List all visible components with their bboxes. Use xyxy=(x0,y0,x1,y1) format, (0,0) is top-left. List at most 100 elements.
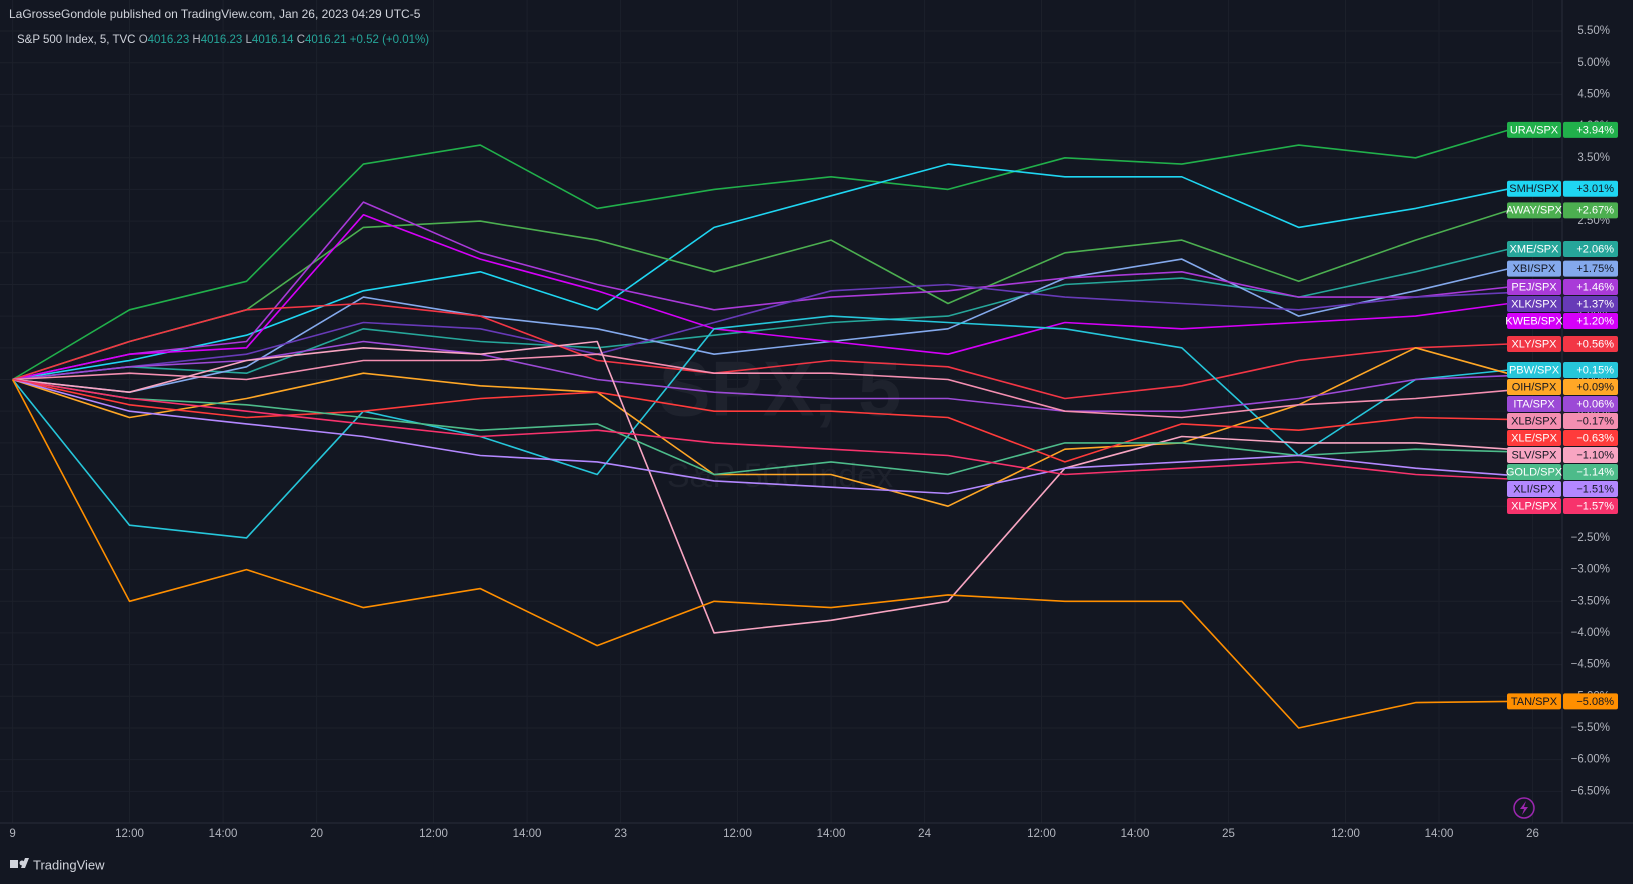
ohlc: O4016.23 H4016.23 L4016.14 C4016.21 xyxy=(139,34,350,46)
label-value-box xyxy=(1563,430,1618,447)
y-tick-label: −5.50% xyxy=(1571,722,1610,734)
symbol-legend: S&P 500 Index, 5, TVC O4016.23 H4016.23 … xyxy=(17,34,429,46)
series-line xyxy=(12,214,1510,381)
label-name: AWAY/SPX xyxy=(1506,205,1562,217)
alert-icon[interactable] xyxy=(1513,797,1535,819)
alert-icon-bolt xyxy=(1520,801,1528,815)
y-tick-label: 3.50% xyxy=(1577,152,1610,164)
symbol: S&P 500 Index, 5, TVC xyxy=(17,34,136,46)
label-value: +1.37% xyxy=(1576,298,1614,310)
series-line xyxy=(12,340,1510,412)
logo-mark xyxy=(21,858,29,868)
x-tick-label: 14:00 xyxy=(513,828,542,840)
series-line xyxy=(11,379,1510,729)
label-value: +0.09% xyxy=(1576,381,1614,393)
label-value-box xyxy=(1563,413,1618,430)
label-name: XLB/SPX xyxy=(1511,415,1558,427)
x-tick-label: 12:00 xyxy=(723,828,752,840)
attribution: LaGrosseGondole published on TradingView… xyxy=(9,7,421,21)
label-name-box xyxy=(1507,430,1561,447)
label-name-box xyxy=(1507,296,1561,313)
series-line xyxy=(12,129,1510,381)
logo-mark xyxy=(10,860,18,868)
ohlc-key: C xyxy=(296,34,306,46)
series-line xyxy=(12,347,1510,507)
label-value: +0.15% xyxy=(1576,364,1614,376)
label-name-box xyxy=(1507,413,1561,430)
ohlc-key: L xyxy=(245,34,252,46)
label-value: −1.51% xyxy=(1576,483,1614,495)
label-value: −1.57% xyxy=(1576,500,1614,512)
y-tick-label: 4.50% xyxy=(1577,88,1610,100)
series-line xyxy=(12,258,1510,393)
label-value-box xyxy=(1563,336,1618,353)
series-line xyxy=(12,340,1510,634)
label-name: PEJ/SPX xyxy=(1511,281,1557,293)
label-value-box xyxy=(1563,693,1618,710)
x-tick-label: 25 xyxy=(1222,828,1235,840)
series-line xyxy=(11,315,1510,539)
label-name: XLK/SPX xyxy=(1511,298,1558,310)
label-value: −1.10% xyxy=(1576,449,1614,461)
y-tick-label: −3.00% xyxy=(1571,564,1610,576)
ohlc-key: H xyxy=(192,34,201,46)
label-name-box xyxy=(1507,202,1561,219)
label-name: XLY/SPX xyxy=(1511,338,1557,350)
label-name: PBW/SPX xyxy=(1509,364,1560,376)
label-value: −1.14% xyxy=(1576,466,1614,478)
series-line xyxy=(12,353,1510,419)
label-value-box xyxy=(1563,260,1618,277)
series-line xyxy=(12,283,1510,381)
y-tick-label: 5.50% xyxy=(1577,25,1610,37)
watermark: SPX, 5 xyxy=(659,345,902,433)
x-tick-label: 12:00 xyxy=(1027,828,1056,840)
label-value: +3.94% xyxy=(1576,124,1614,136)
footer-logo: TradingView xyxy=(10,857,105,872)
x-tick-label: 12:00 xyxy=(419,828,448,840)
x-tick-label: 20 xyxy=(310,828,323,840)
series-line xyxy=(12,378,1510,476)
label-value: +3.01% xyxy=(1576,183,1614,195)
series-line xyxy=(12,302,1510,400)
label-name-box xyxy=(1507,464,1561,481)
label-name: SLV/SPX xyxy=(1511,449,1557,461)
x-tick-label: 26 xyxy=(1526,828,1539,840)
x-tick-label: 14:00 xyxy=(1425,828,1454,840)
x-tick-label: 24 xyxy=(918,828,931,840)
label-value-box xyxy=(1563,279,1618,296)
label-name-box xyxy=(1507,260,1561,277)
label-value-box xyxy=(1563,121,1618,138)
y-tick-label: −6.50% xyxy=(1571,785,1610,797)
x-tick-label: 23 xyxy=(614,828,627,840)
label-name: KWEB/SPX xyxy=(1505,315,1563,327)
label-name-box xyxy=(1507,498,1561,515)
y-tick-label: −6.00% xyxy=(1571,754,1610,766)
label-name: XLI/SPX xyxy=(1513,483,1555,495)
label-name-box xyxy=(1507,481,1561,498)
series-line xyxy=(12,201,1510,381)
label-name: ITA/SPX xyxy=(1513,398,1555,410)
y-tick-label: −2.50% xyxy=(1571,532,1610,544)
label-name-box xyxy=(1507,240,1561,257)
label-value-box xyxy=(1563,296,1618,313)
y-tick-label: −4.00% xyxy=(1571,627,1610,639)
label-value: −0.63% xyxy=(1576,432,1614,444)
label-value: +1.46% xyxy=(1576,281,1614,293)
x-tick-label: 14:00 xyxy=(817,828,846,840)
label-name: OIH/SPX xyxy=(1512,381,1557,393)
series-line xyxy=(12,248,1510,381)
label-name-box xyxy=(1507,396,1561,413)
label-value-box xyxy=(1563,396,1618,413)
label-value-box xyxy=(1563,464,1618,481)
label-name-box xyxy=(1507,447,1561,464)
label-name: XLE/SPX xyxy=(1511,432,1558,444)
label-value-box xyxy=(1563,313,1618,330)
y-tick-label: 5.00% xyxy=(1577,57,1610,69)
label-value: +1.75% xyxy=(1576,263,1614,275)
label-value: +2.67% xyxy=(1576,205,1614,217)
label-name: URA/SPX xyxy=(1510,124,1559,136)
label-value-box xyxy=(1563,240,1618,257)
series-line xyxy=(12,209,1510,381)
change: +0.52 (+0.01%) xyxy=(349,34,430,46)
